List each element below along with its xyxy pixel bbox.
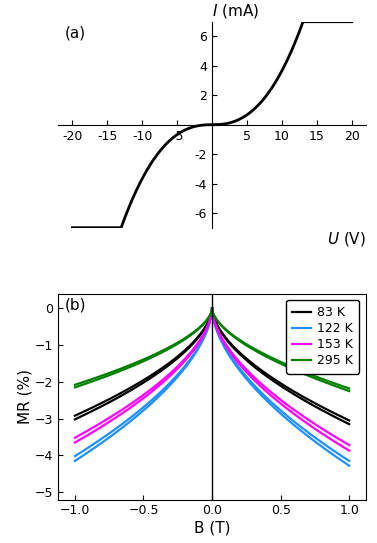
Text: $\it{I}$ (mA): $\it{I}$ (mA) (212, 2, 259, 20)
Text: $\it{U}$ (V): $\it{U}$ (V) (327, 230, 366, 248)
Text: (a): (a) (64, 26, 86, 41)
Text: (b): (b) (64, 298, 86, 313)
X-axis label: B (T): B (T) (194, 520, 230, 535)
Legend: 83 K, 122 K, 153 K, 295 K: 83 K, 122 K, 153 K, 295 K (286, 300, 359, 374)
Y-axis label: MR (%): MR (%) (17, 369, 32, 424)
